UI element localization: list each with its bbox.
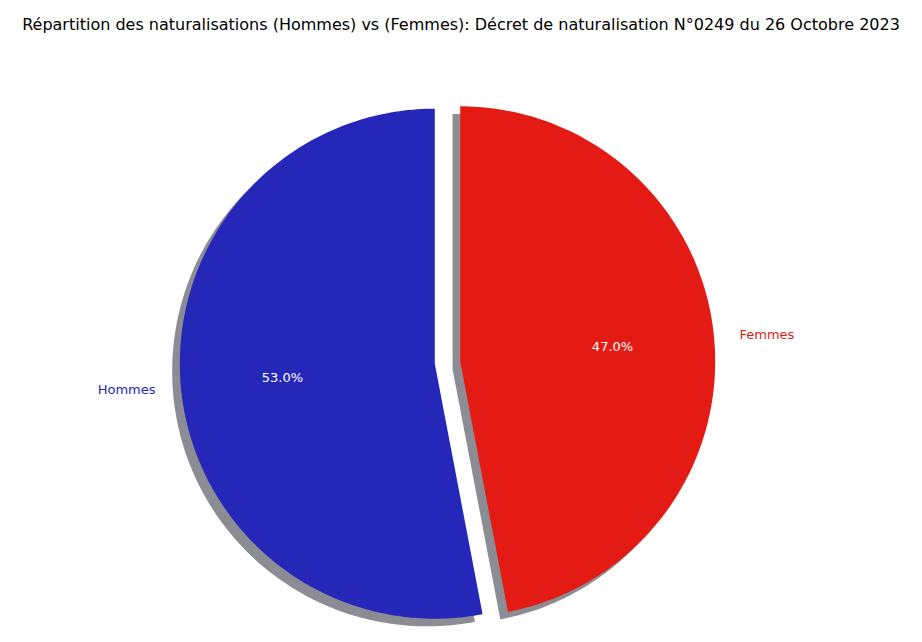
svg-text:Femmes: Femmes (739, 327, 794, 342)
svg-text:53.0%: 53.0% (262, 370, 303, 385)
html-text:Répartition des naturalisation: Répartition des naturalisations (Hommes)… (22, 15, 900, 34)
svg-text:Hommes: Hommes (98, 382, 156, 397)
svg-text:47.0%: 47.0% (592, 339, 633, 354)
